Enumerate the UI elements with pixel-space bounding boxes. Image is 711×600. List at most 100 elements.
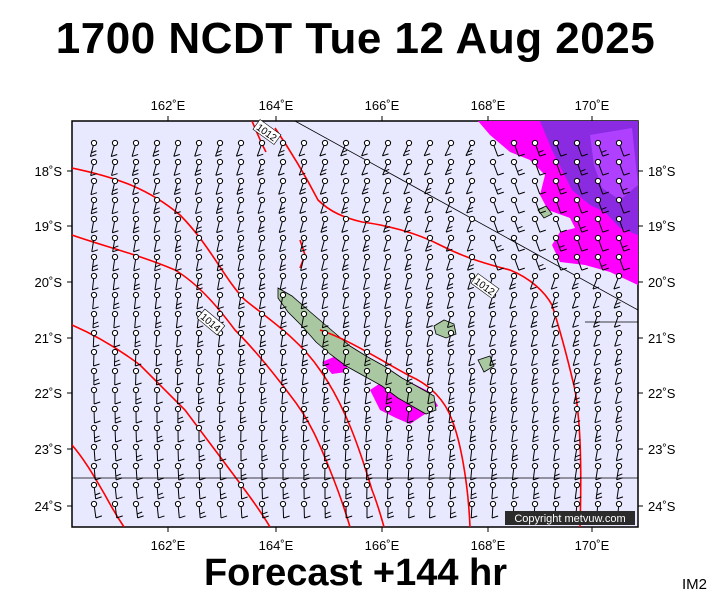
wind-barb [531,443,540,462]
lon-label-bottom-166: 166˚E [365,538,400,553]
wind-barb [258,500,269,519]
wind-barb [258,367,267,386]
wind-barb [132,291,141,310]
wind-barb [426,424,435,443]
wind-barb [552,424,560,443]
wind-barb [279,500,290,519]
wind-barb [300,329,308,348]
wind-barb [321,481,332,500]
wind-barb [279,310,287,329]
wind-barb [132,367,142,386]
lat-label-left-21: 21˚S [35,331,63,346]
wind-barb [573,462,582,481]
wind-barb [426,386,434,405]
wind-barb [382,177,392,195]
wind-barb [111,177,119,196]
wind-barb [174,329,183,348]
wind-barb [594,462,602,481]
wind-barb [235,139,245,157]
wind-barb [90,481,102,500]
wind-barb [445,196,455,214]
wind-barb [383,215,392,233]
wind-barb [153,386,163,405]
wind-barb [342,291,350,310]
wind-barb [195,234,203,253]
wind-barb [111,405,122,424]
wind-barb [216,462,227,481]
wind-barb [382,158,392,176]
wind-barb [531,348,539,367]
wind-barb [445,177,455,195]
wind-barb [573,405,581,424]
wind-barb [615,386,623,405]
wind-barb [423,158,434,176]
wind-barb [489,405,497,424]
wind-barb [405,386,414,405]
wind-barb [299,177,308,195]
wind-barb [258,234,266,253]
wind-barb [551,348,560,366]
wind-barb [131,139,140,157]
wind-barb [258,348,267,367]
wind-barb [153,177,161,196]
wind-barb [153,310,162,329]
wind-barb [153,481,165,500]
wind-barb [466,215,476,233]
wind-barb [132,234,140,253]
wind-barb [468,367,476,386]
wind-barb [258,462,269,481]
wind-barb [111,424,122,443]
wind-barb [279,443,289,462]
wind-barb [237,272,245,291]
wind-barb [258,253,266,272]
lon-label-bottom-164: 164˚E [259,538,294,553]
wind-barb [447,367,455,386]
wind-barb [216,405,226,424]
wind-barb [153,329,162,348]
wind-barb [425,272,434,290]
wind-barb [489,196,504,214]
map-title: 1700 NCDT Tue 12 Aug 2025 [55,14,656,63]
lat-label-right-24: 24˚S [648,499,676,514]
wind-barb [153,367,163,386]
lon-label-top-170: 170˚E [575,98,610,113]
wind-barb [153,424,164,443]
lat-label-left-24: 24˚S [35,499,63,514]
wind-barb [573,481,582,500]
wind-barb [237,424,247,443]
wind-barb [111,329,121,348]
wind-barb [132,348,142,367]
lat-label-right-22: 22˚S [648,386,676,401]
wind-barb [594,481,603,500]
wind-barb [615,158,630,176]
wind-barb [237,291,245,310]
wind-barb [173,177,182,195]
lon-label-top-162: 162˚E [151,98,186,113]
wind-barb [465,139,476,157]
wind-barb [111,500,123,519]
wind-barb [320,234,329,252]
wind-barb [510,139,525,157]
wind-barb [362,215,371,233]
wind-barb [510,424,518,443]
wind-barb [404,272,413,290]
wind-barb [153,272,162,291]
forecast-label: Forecast +144 hr [203,552,508,594]
wind-barb [594,405,602,424]
wind-barb [258,291,266,310]
wind-barb [468,481,478,500]
wind-barb [300,310,308,329]
wind-barb [403,196,413,214]
wind-barb [447,462,456,481]
wind-barb [258,405,268,424]
wind-barb [90,348,100,367]
wind-barb [510,462,519,481]
wind-barb [489,443,498,462]
wind-barb [363,405,372,424]
wind-barb [405,329,413,348]
wind-barb [237,367,246,386]
wind-barb [550,272,560,290]
wind-barb [593,329,602,347]
wind-barb [237,500,249,519]
